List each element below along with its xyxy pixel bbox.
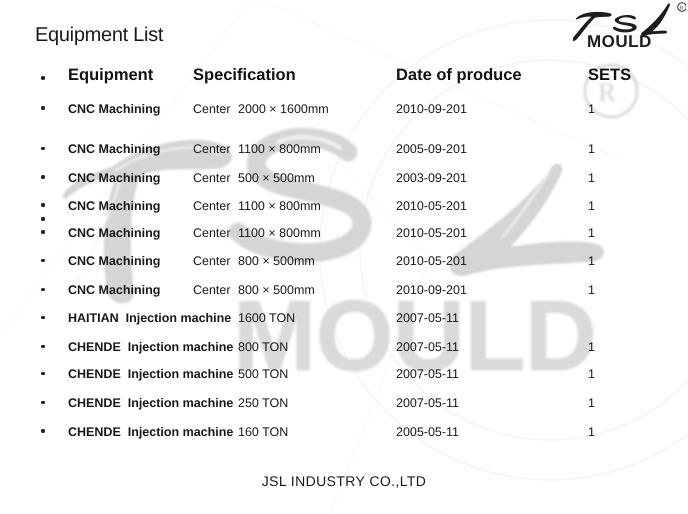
svg-text:R: R: [680, 5, 684, 11]
